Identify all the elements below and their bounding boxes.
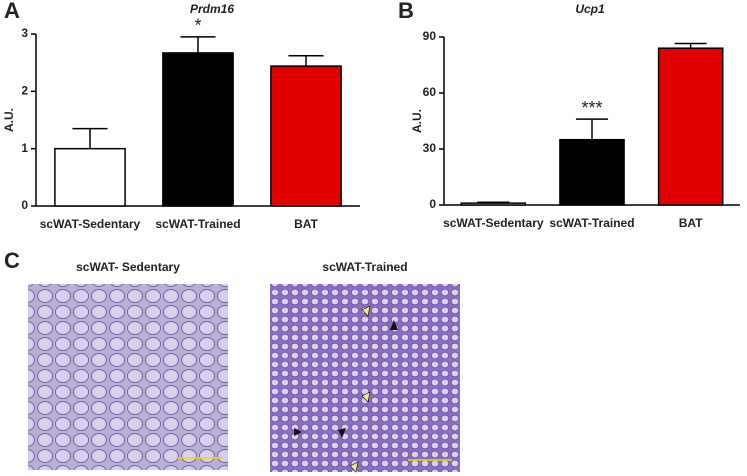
x-tick-label: scWAT-Trained bbox=[155, 217, 240, 231]
y-axis-label: A.U. bbox=[410, 109, 424, 133]
y-tick-label: 0 bbox=[21, 198, 28, 212]
y-tick-label: 1 bbox=[21, 141, 28, 155]
histology-image bbox=[28, 284, 228, 470]
bar bbox=[162, 52, 234, 207]
bar bbox=[460, 202, 527, 206]
panel-label: B bbox=[398, 0, 414, 23]
bar bbox=[657, 47, 724, 206]
significance: * bbox=[194, 16, 201, 36]
chart-title: Ucp1 bbox=[575, 2, 605, 16]
histology-image bbox=[270, 284, 460, 472]
image-title: scWAT- Sedentary bbox=[76, 260, 180, 274]
y-tick-label: 30 bbox=[423, 141, 437, 155]
bar bbox=[54, 147, 126, 207]
arrowheads bbox=[294, 305, 398, 473]
chart-title: Prdm16 bbox=[190, 2, 234, 16]
x-tick-label: BAT bbox=[294, 217, 318, 231]
y-tick-label: 60 bbox=[423, 85, 437, 99]
y-tick-label: 3 bbox=[21, 26, 28, 40]
panel-label: A bbox=[4, 0, 20, 23]
x-tick-label: scWAT-Sedentary bbox=[40, 217, 141, 231]
x-tick-label: BAT bbox=[679, 216, 703, 230]
y-tick-label: 0 bbox=[429, 197, 436, 211]
x-tick-label: scWAT-Trained bbox=[549, 216, 634, 230]
bar bbox=[559, 138, 625, 206]
y-tick-label: 90 bbox=[423, 29, 437, 43]
y-axis-label: A.U. bbox=[2, 108, 16, 132]
x-tick-label: scWAT-Sedentary bbox=[443, 216, 544, 230]
y-tick-label: 2 bbox=[21, 84, 28, 98]
significance: *** bbox=[581, 98, 602, 118]
bar bbox=[270, 65, 342, 207]
image-title: scWAT-Trained bbox=[322, 260, 407, 274]
panel-label: C bbox=[4, 248, 20, 273]
